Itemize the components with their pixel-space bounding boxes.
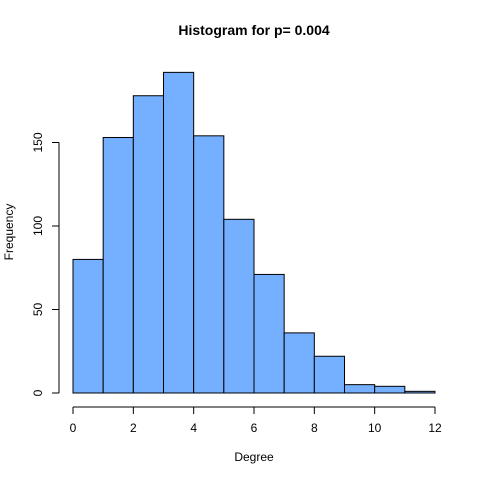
x-tick-label: 6 [251,421,258,435]
x-axis: 0 2 4 6 8 10 12 [70,406,442,435]
x-tick-label: 10 [368,421,382,435]
y-tick-label: 50 [31,303,45,317]
histogram-bar-11 [404,390,436,394]
y-axis-label: Frequency [2,204,16,261]
histogram-bar-6 [253,273,285,394]
x-axis-label: Degree [234,450,274,464]
y-tick-label: 150 [31,132,45,152]
x-tick-label: 0 [70,421,77,435]
histogram-bar-10 [374,385,406,394]
histogram-bar-5 [223,218,255,394]
histogram-bar-1 [102,136,134,394]
y-tick-label: 0 [31,389,45,396]
histogram-bar-8 [313,355,346,394]
chart-title: Histogram for p= 0.004 [178,22,330,38]
bars-group [72,71,436,394]
histogram-bar-9 [344,384,376,394]
histogram-bar-7 [283,332,315,394]
histogram-bar-4 [193,135,225,394]
histogram-bar-3 [163,71,195,394]
y-axis: 0 50 100 150 [31,132,60,396]
x-tick-label: 8 [311,421,318,435]
y-tick-label: 100 [31,216,45,236]
x-tick-label: 12 [428,421,442,435]
x-tick-label: 2 [130,421,137,435]
histogram-bar-2 [132,95,164,394]
histogram-bar-0 [72,258,104,394]
x-tick-label: 4 [190,421,197,435]
